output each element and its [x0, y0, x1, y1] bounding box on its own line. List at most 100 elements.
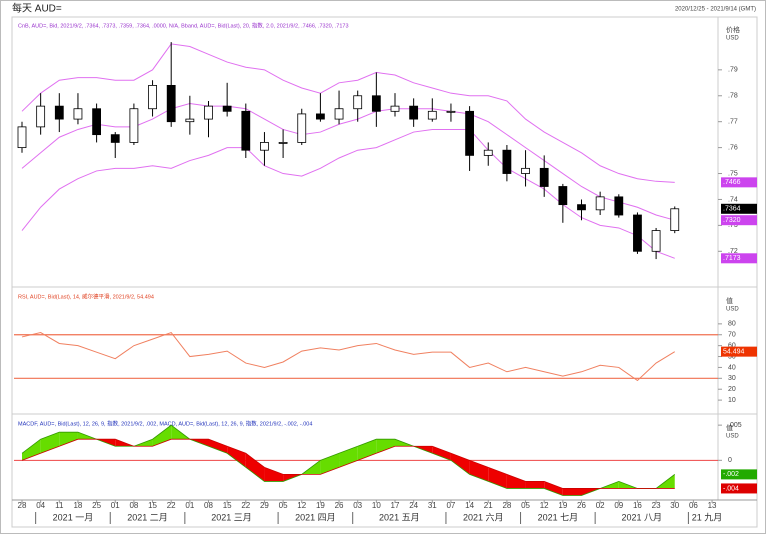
candle-body	[17, 126, 27, 149]
x-tick-label: 12	[297, 501, 306, 510]
price-tag	[721, 215, 757, 226]
x-tick-label: 04	[36, 501, 45, 510]
y-tick-label: 80	[728, 321, 736, 328]
candle-body	[278, 142, 288, 144]
axis-title: 值	[726, 423, 733, 432]
x-tick-label: 19	[558, 501, 567, 510]
candle-body	[204, 105, 213, 120]
macd-fill	[432, 446, 451, 461]
month-label: 2021 四月	[295, 512, 336, 522]
x-tick-label: 23	[652, 501, 661, 510]
price-tag-label: .7173	[723, 255, 741, 262]
y-tick-label: 60	[728, 342, 736, 349]
y-tick-label: .74	[728, 196, 738, 203]
macd-fill	[320, 453, 340, 475]
price-tag-label: -.002	[723, 471, 739, 478]
y-tick-label: 40	[728, 364, 736, 371]
candle-body	[185, 118, 195, 123]
price-tag	[721, 253, 757, 264]
y-tick-label: 50	[728, 353, 736, 360]
macd-fill	[562, 488, 582, 496]
x-tick-label: 03	[353, 501, 362, 510]
macd-fill	[450, 453, 470, 475]
x-tick-label: 06	[689, 501, 698, 510]
candle-body	[614, 196, 624, 216]
candle-body	[110, 134, 120, 143]
x-tick-label: 22	[241, 501, 250, 510]
candle-body	[558, 186, 568, 206]
candle-body	[427, 110, 437, 120]
x-tick-label: 21	[484, 501, 493, 510]
y-tick-label: .005	[728, 422, 742, 429]
candle-body	[390, 105, 400, 112]
x-tick-label: 29	[260, 501, 269, 510]
x-tick-label: 05	[279, 501, 288, 510]
price-tag-label: .7466	[723, 179, 741, 186]
panel-legend: RSI, AUD=, Bid(Last), 14, 威尔德平滑, 2021/9/…	[18, 292, 154, 300]
macd-fill	[544, 481, 563, 496]
date-range: 2020/12/25 - 2021/9/14 (GMT)	[675, 7, 756, 13]
month-label: 2021 七月	[538, 512, 579, 522]
candle-body	[670, 208, 680, 231]
plot-frame	[11, 16, 758, 528]
y-tick-label: .76	[728, 144, 738, 151]
candle-body	[241, 110, 251, 151]
price-tag-label: .7364	[723, 206, 741, 213]
x-tick-label: 15	[148, 501, 157, 510]
candle-body	[521, 167, 530, 174]
x-tick-label: 19	[316, 501, 325, 510]
macd-fill	[227, 446, 246, 468]
x-tick-label: 02	[596, 501, 605, 510]
price-tag-label: 54.494	[723, 348, 745, 355]
candle-body	[465, 110, 475, 156]
macd-fill	[506, 474, 526, 489]
candle-body	[409, 105, 419, 120]
x-tick-label: 09	[614, 501, 623, 510]
candle-body	[36, 105, 46, 128]
x-tick-label: 22	[167, 501, 176, 510]
candle-body	[483, 149, 493, 156]
x-tick-label: 10	[372, 501, 381, 510]
y-tick-label: .72	[728, 248, 738, 255]
macd-fill	[357, 439, 377, 461]
x-tick-label: 01	[111, 501, 120, 510]
x-tick-label: 14	[465, 501, 474, 510]
candle-body	[129, 108, 139, 143]
x-tick-label: 24	[409, 501, 418, 510]
macd-fill	[264, 467, 284, 482]
macd-fill	[22, 439, 41, 461]
macd-fill	[208, 439, 228, 454]
month-label: 21 九月	[692, 512, 723, 522]
macd-fill	[245, 453, 265, 482]
y-tick-label: 70	[728, 332, 736, 339]
macd-fill	[488, 467, 507, 489]
x-tick-label: 28	[18, 501, 27, 510]
y-tick-label: .78	[728, 93, 738, 100]
candle-body	[502, 149, 512, 174]
macd-fill	[525, 481, 545, 489]
candle-body	[315, 113, 325, 120]
y-tick-label: .79	[728, 67, 738, 74]
price-tag	[721, 483, 757, 494]
candle-body	[297, 113, 307, 143]
candle-body	[539, 167, 549, 187]
x-tick-label: 16	[633, 501, 642, 510]
month-label: 2021 一月	[53, 512, 94, 522]
month-label: 2021 八月	[622, 512, 663, 522]
x-tick-label: 26	[577, 501, 586, 510]
price-tag	[721, 469, 757, 480]
macd-line	[21, 438, 675, 489]
axis-unit: USD	[726, 307, 739, 313]
macd-fill	[152, 425, 172, 447]
candle-body	[334, 108, 344, 120]
candle-body	[260, 142, 269, 151]
candle-body	[651, 230, 661, 252]
price-tag	[721, 203, 757, 214]
y-tick-label: 10	[728, 397, 736, 404]
y-tick-label: .73	[728, 222, 738, 229]
x-tick-label: 11	[55, 501, 64, 510]
axis-title: 价格	[726, 25, 740, 34]
y-tick-label: 20	[728, 386, 736, 393]
x-tick-label: 13	[708, 501, 717, 510]
candle-body	[595, 196, 605, 211]
